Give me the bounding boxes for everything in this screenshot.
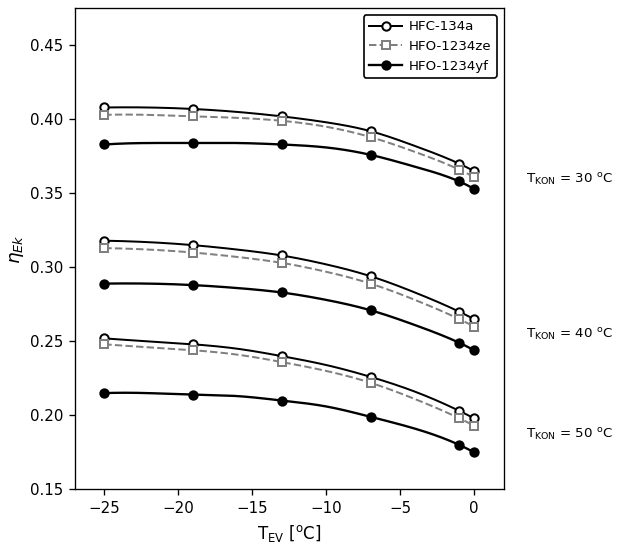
X-axis label: T$_{\rm EV}$ [$^{\rm o}$C]: T$_{\rm EV}$ [$^{\rm o}$C] [257, 523, 321, 544]
Y-axis label: $\eta_{Ek}$: $\eta_{Ek}$ [8, 234, 26, 264]
Text: T$_{\rm KON}$ = 40 $^{\rm o}$C: T$_{\rm KON}$ = 40 $^{\rm o}$C [526, 327, 613, 343]
Text: T$_{\rm KON}$ = 50 $^{\rm o}$C: T$_{\rm KON}$ = 50 $^{\rm o}$C [526, 427, 613, 443]
Text: T$_{\rm KON}$ = 30 $^{\rm o}$C: T$_{\rm KON}$ = 30 $^{\rm o}$C [526, 172, 613, 188]
Legend: HFC-134a, HFO-1234ze, HFO-1234yf: HFC-134a, HFO-1234ze, HFO-1234yf [364, 15, 497, 78]
